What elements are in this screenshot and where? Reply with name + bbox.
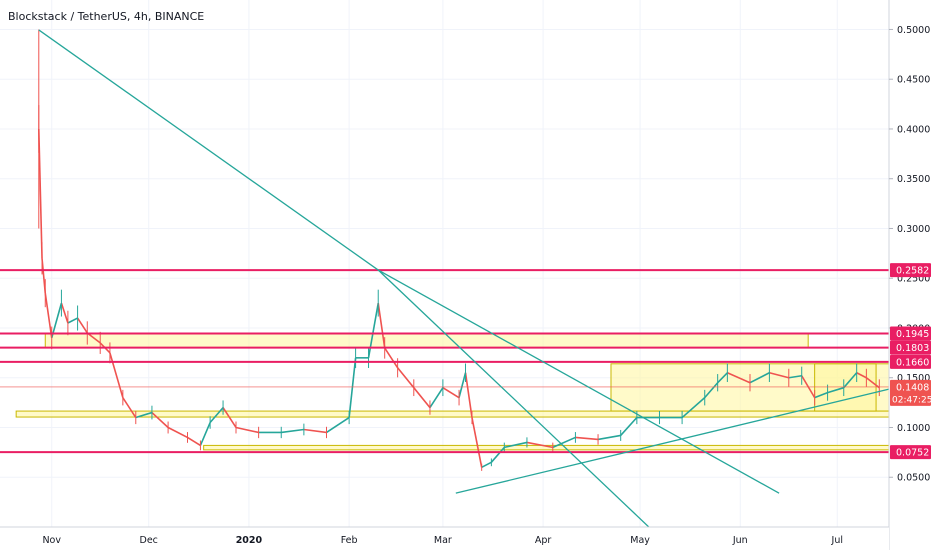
- trendline: [377, 269, 780, 494]
- price-segment: [865, 377, 880, 389]
- level-price-tag: [890, 263, 931, 278]
- level-price-label: 0.0752: [896, 448, 929, 459]
- price-segment: [490, 446, 505, 463]
- x-tick-label: Feb: [341, 535, 358, 546]
- x-tick-label: Apr: [535, 535, 552, 546]
- x-tick-label: May: [630, 535, 650, 546]
- level-price-tag: [890, 445, 931, 460]
- price-segment: [326, 416, 350, 434]
- trendline: [38, 29, 379, 271]
- level-price-tag: [890, 326, 931, 341]
- price-segment: [442, 387, 460, 399]
- price-segment: [749, 372, 770, 384]
- price-segment: [481, 461, 492, 469]
- y-tick-label: 0.2500: [897, 274, 930, 285]
- price-segment: [788, 374, 802, 379]
- x-tick-label: Jun: [732, 535, 748, 546]
- price-segment: [429, 387, 444, 409]
- last-price-label: 0.1408: [896, 382, 929, 393]
- zone-rect: [44, 332, 809, 349]
- x-tick-label: Dec: [140, 535, 158, 546]
- x-tick-label: Nov: [42, 535, 61, 546]
- level-price-tag: [890, 354, 931, 369]
- price-segment: [843, 372, 858, 389]
- level-price-tag: [890, 340, 931, 355]
- price-segment: [575, 436, 599, 441]
- price-segment: [367, 302, 380, 358]
- price-segment: [827, 386, 844, 394]
- price-segment: [222, 407, 237, 428]
- price-segment: [86, 332, 101, 344]
- price-segment: [620, 417, 638, 436]
- price-segment: [769, 371, 789, 379]
- y-tick-label: 0.1000: [897, 423, 930, 434]
- y-tick-label: 0.3000: [897, 224, 930, 235]
- y-tick-label: 0.4500: [897, 75, 930, 86]
- x-tick-label: 2020: [236, 535, 263, 546]
- price-segment: [122, 397, 137, 418]
- zone-rect: [814, 363, 877, 412]
- x-tick-label: Mar: [434, 535, 452, 546]
- price-segment: [37, 128, 43, 259]
- price-segment: [167, 426, 188, 439]
- price-segment: [60, 302, 69, 324]
- chart-title: Blockstack / TetherUS, 4h, BINANCE: [8, 10, 205, 23]
- level-price-label: 0.1803: [896, 343, 929, 354]
- trendline: [377, 269, 654, 532]
- price-segment: [458, 372, 467, 398]
- x-tick-label: Jul: [831, 535, 843, 546]
- y-tick-label: 0.0500: [897, 473, 930, 484]
- price-segment: [397, 367, 415, 389]
- countdown-label: 02:47:25: [892, 395, 932, 405]
- y-tick-label: 0.3500: [897, 174, 930, 185]
- price-segment: [281, 428, 304, 434]
- price-segment: [597, 434, 621, 441]
- price-segment: [44, 293, 53, 339]
- price-segment: [856, 372, 867, 379]
- price-segment: [348, 357, 357, 418]
- price-segment: [413, 387, 431, 409]
- price-segment: [135, 411, 153, 419]
- price-segment: [471, 417, 483, 468]
- price-segment: [727, 372, 751, 384]
- time-axis-bg: [0, 527, 889, 550]
- y-tick-label: 0.4000: [897, 124, 930, 135]
- price-segment: [41, 258, 47, 294]
- level-price-label: 0.2582: [896, 266, 929, 277]
- price-segment: [187, 436, 201, 447]
- price-segment: [377, 302, 386, 348]
- price-segment: [504, 441, 528, 449]
- price-segment: [109, 352, 124, 398]
- price-segment: [552, 436, 576, 449]
- y-tick-label: 0.5000: [897, 25, 930, 36]
- price-segment: [209, 407, 224, 424]
- price-segment: [681, 397, 706, 419]
- price-segment: [384, 347, 399, 369]
- price-segment: [235, 426, 259, 434]
- last-price-tag: [890, 379, 931, 406]
- price-segment: [814, 391, 828, 399]
- price-segment: [50, 302, 63, 339]
- price-segment: [199, 422, 211, 446]
- trendline: [455, 388, 890, 494]
- y-tick-label: 0.1500: [897, 373, 930, 384]
- level-price-label: 0.1660: [896, 357, 929, 368]
- level-price-label: 0.1945: [896, 329, 929, 340]
- price-segment: [526, 441, 553, 449]
- price-segment: [76, 317, 88, 334]
- price-segment: [67, 317, 78, 324]
- price-segment: [704, 382, 719, 399]
- price-segment: [464, 372, 473, 418]
- price-segment: [717, 372, 728, 384]
- price-segment: [303, 428, 327, 434]
- price-segment: [151, 411, 169, 429]
